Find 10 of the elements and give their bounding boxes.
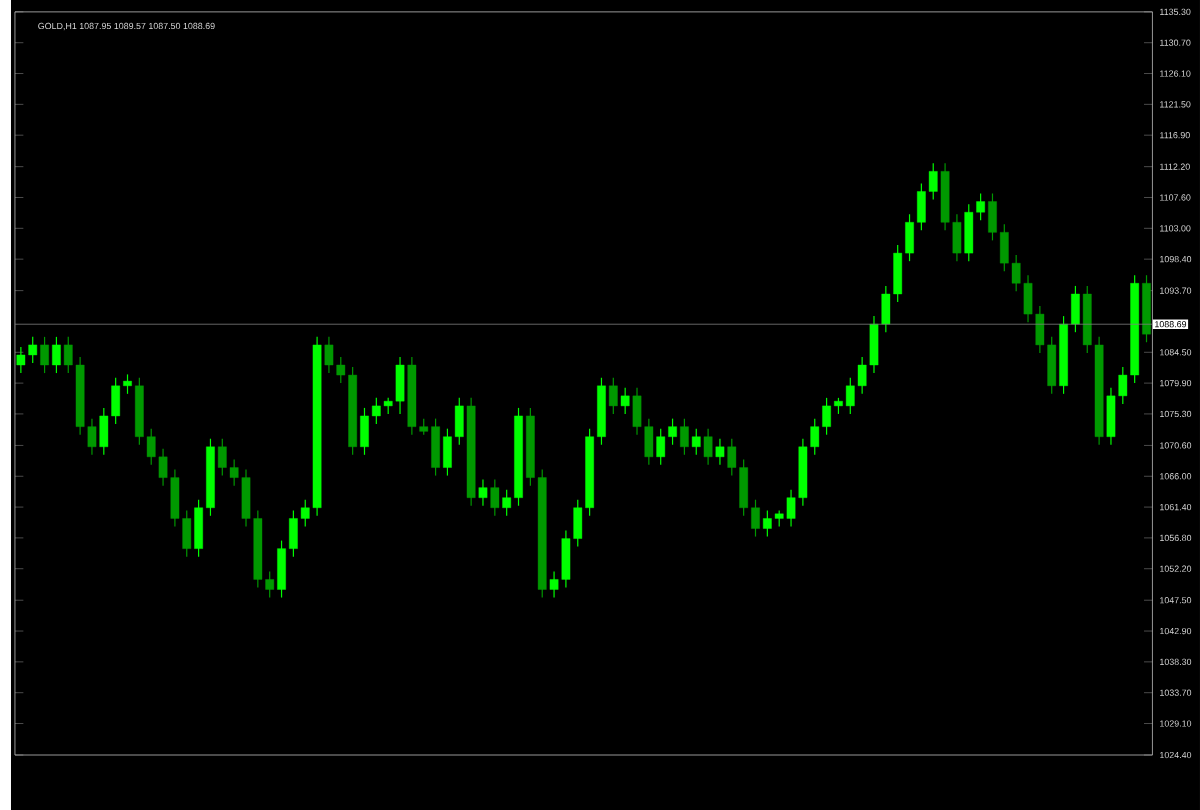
candlestick (608, 376, 618, 415)
candlestick (40, 336, 49, 374)
candlestick (478, 478, 488, 507)
candlestick (620, 386, 630, 415)
candlestick (680, 417, 689, 456)
candlestick (490, 478, 500, 517)
candlestick (715, 437, 725, 466)
candlestick (691, 427, 701, 456)
candlestick (52, 336, 61, 374)
candlestick (703, 427, 713, 466)
